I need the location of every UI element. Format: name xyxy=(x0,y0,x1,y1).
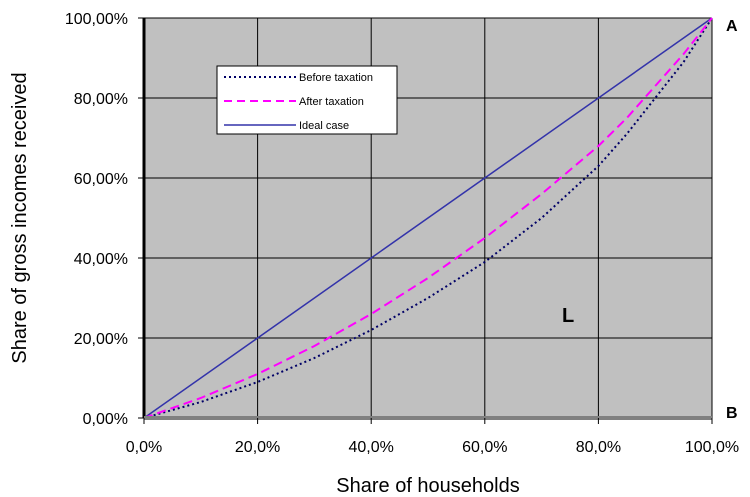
legend: Before taxation After taxation Ideal cas… xyxy=(216,65,398,135)
y-tick-label: 20,00% xyxy=(74,331,128,348)
y-tick-label: 80,00% xyxy=(74,91,128,108)
legend-label-ideal: Ideal case xyxy=(299,120,349,132)
y-tick-label: 60,00% xyxy=(74,171,128,188)
axes xyxy=(142,18,712,420)
x-tick-label: 80,0% xyxy=(576,439,621,456)
x-tick-labels: 0,0% 20,0% 40,0% 60,0% 80,0% 100,0% xyxy=(126,418,739,456)
series-line-ideal-case xyxy=(143,17,713,419)
series-group xyxy=(143,17,713,419)
x-tick-label: 40,0% xyxy=(349,439,394,456)
x-tick-label: 20,0% xyxy=(235,439,280,456)
y-tick-label: 0,00% xyxy=(83,411,128,428)
x-tick-label: 100,0% xyxy=(685,439,739,456)
x-axis-title: Share of households xyxy=(336,475,519,497)
x-tick-label: 0,0% xyxy=(126,439,162,456)
y-tick-label: 100,00% xyxy=(65,11,128,28)
y-axis-title: Share of gross incomes received xyxy=(9,72,31,363)
region-label-l: L xyxy=(562,305,574,327)
legend-label-before: Before taxation xyxy=(299,72,373,84)
y-tick-labels: 0,00% 20,00% 40,00% 60,00% 80,00% 100,00% xyxy=(65,11,144,428)
series-line-after-taxation xyxy=(143,17,713,419)
corner-label-a: A xyxy=(726,18,738,35)
x-tick-label: 60,0% xyxy=(462,439,507,456)
series-line-before-taxation xyxy=(143,17,713,419)
y-tick-label: 40,00% xyxy=(74,251,128,268)
legend-box xyxy=(216,65,398,135)
legend-label-after: After taxation xyxy=(299,96,364,108)
corner-label-b: B xyxy=(726,405,738,422)
